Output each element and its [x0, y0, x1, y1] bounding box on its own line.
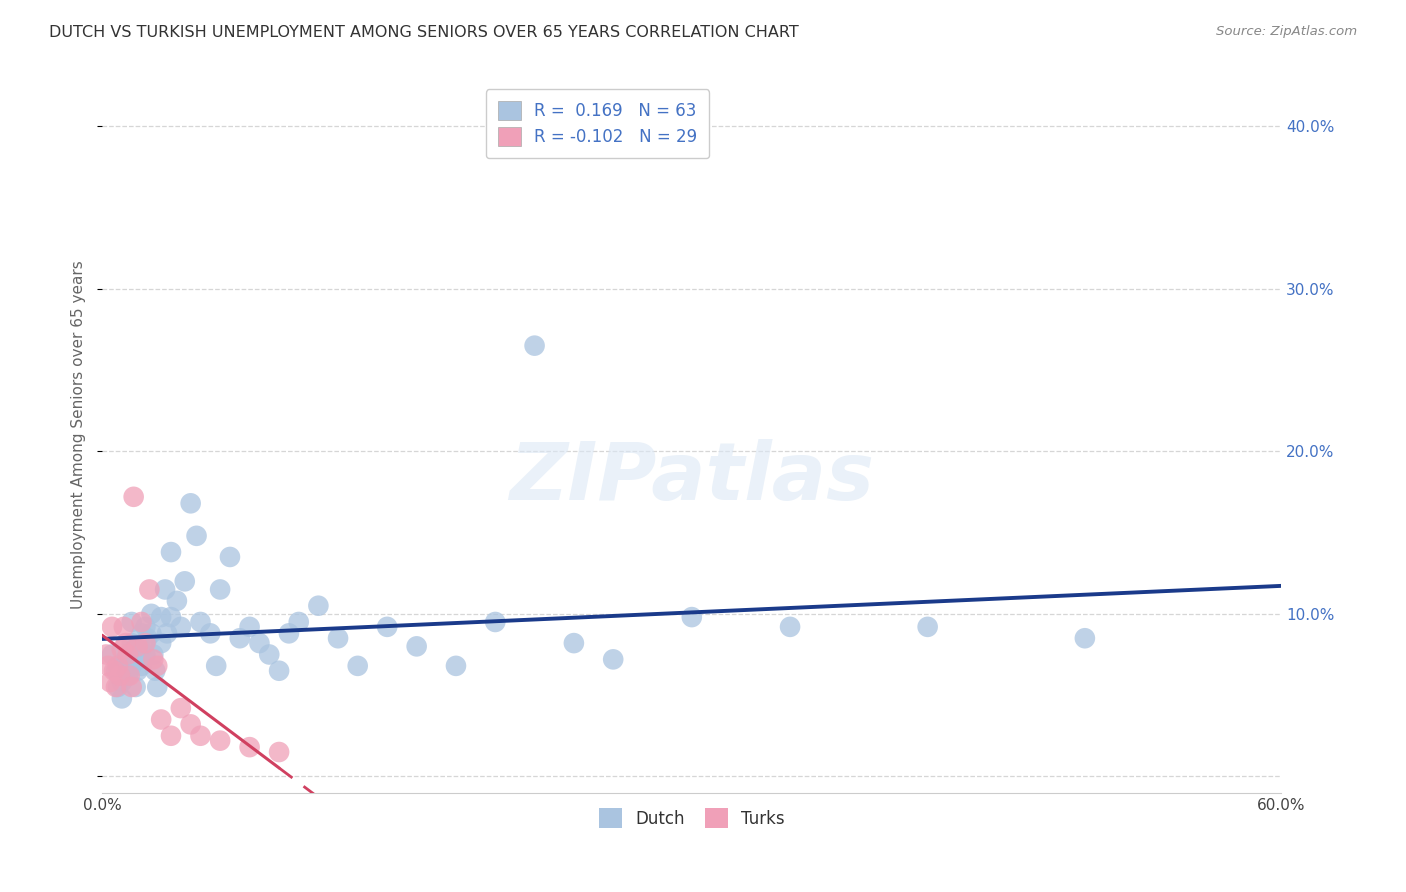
Point	[190, 729, 212, 743]
Point	[101, 620, 124, 634]
Point	[917, 620, 939, 634]
Point	[136, 632, 159, 646]
Point	[134, 620, 156, 634]
Point	[142, 648, 165, 662]
Point	[200, 626, 222, 640]
Point	[277, 626, 299, 640]
Point	[121, 658, 143, 673]
Point	[180, 717, 202, 731]
Point	[118, 668, 141, 682]
Point	[121, 680, 143, 694]
Point	[173, 574, 195, 589]
Point	[124, 680, 146, 694]
Point	[127, 664, 149, 678]
Point	[146, 680, 169, 694]
Point	[131, 642, 153, 657]
Point	[153, 582, 176, 597]
Point	[131, 658, 153, 673]
Point	[1074, 632, 1097, 646]
Point	[205, 658, 228, 673]
Point	[104, 664, 127, 678]
Point	[190, 615, 212, 629]
Point	[131, 615, 153, 629]
Point	[326, 632, 349, 646]
Point	[346, 658, 368, 673]
Point	[141, 626, 163, 640]
Point	[166, 594, 188, 608]
Point	[114, 652, 136, 666]
Point	[111, 675, 134, 690]
Point	[307, 599, 329, 613]
Point	[143, 664, 166, 678]
Point	[146, 658, 169, 673]
Text: Source: ZipAtlas.com: Source: ZipAtlas.com	[1216, 25, 1357, 38]
Point	[239, 740, 262, 755]
Point	[108, 668, 131, 682]
Point	[209, 733, 232, 747]
Point	[122, 642, 145, 657]
Point	[287, 615, 309, 629]
Point	[602, 652, 624, 666]
Point	[117, 668, 139, 682]
Point	[107, 658, 129, 673]
Point	[97, 658, 120, 673]
Point	[150, 610, 173, 624]
Point	[94, 648, 117, 662]
Point	[249, 636, 271, 650]
Point	[239, 620, 262, 634]
Point	[111, 642, 134, 657]
Point	[681, 610, 703, 624]
Point	[779, 620, 801, 634]
Text: ZIPatlas: ZIPatlas	[509, 439, 875, 517]
Point	[484, 615, 506, 629]
Point	[138, 582, 160, 597]
Point	[127, 640, 149, 654]
Point	[121, 636, 143, 650]
Point	[101, 648, 124, 662]
Y-axis label: Unemployment Among Seniors over 65 years: Unemployment Among Seniors over 65 years	[72, 260, 86, 609]
Point	[160, 729, 183, 743]
Point	[160, 545, 183, 559]
Point	[186, 529, 208, 543]
Point	[150, 636, 173, 650]
Point	[121, 615, 143, 629]
Point	[128, 652, 150, 666]
Point	[267, 745, 290, 759]
Point	[142, 652, 165, 666]
Point	[111, 691, 134, 706]
Point	[562, 636, 585, 650]
Point	[170, 620, 193, 634]
Point	[103, 664, 125, 678]
Point	[98, 675, 121, 690]
Point	[267, 664, 290, 678]
Point	[156, 626, 179, 640]
Point	[209, 582, 232, 597]
Point	[117, 648, 139, 662]
Point	[114, 636, 136, 650]
Point	[131, 626, 153, 640]
Legend: Dutch, Turks: Dutch, Turks	[592, 802, 792, 834]
Point	[229, 632, 252, 646]
Point	[444, 658, 467, 673]
Point	[170, 701, 193, 715]
Point	[111, 658, 134, 673]
Point	[150, 713, 173, 727]
Point	[104, 680, 127, 694]
Point	[141, 607, 163, 621]
Point	[259, 648, 281, 662]
Point	[523, 338, 546, 352]
Point	[134, 636, 156, 650]
Point	[134, 648, 156, 662]
Point	[180, 496, 202, 510]
Point	[219, 549, 242, 564]
Text: DUTCH VS TURKISH UNEMPLOYMENT AMONG SENIORS OVER 65 YEARS CORRELATION CHART: DUTCH VS TURKISH UNEMPLOYMENT AMONG SENI…	[49, 25, 799, 40]
Point	[107, 680, 129, 694]
Point	[405, 640, 427, 654]
Point	[160, 610, 183, 624]
Point	[122, 490, 145, 504]
Point	[375, 620, 398, 634]
Point	[112, 620, 135, 634]
